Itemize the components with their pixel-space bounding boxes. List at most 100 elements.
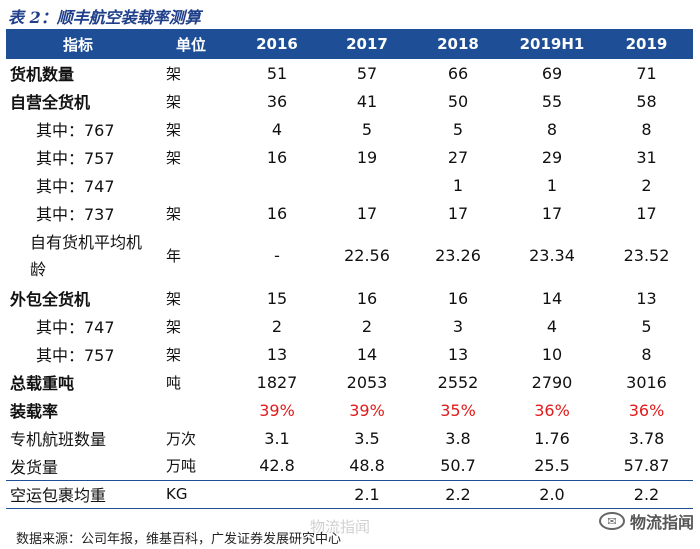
cell-value: 3016 [626, 372, 667, 392]
table-title: 表 2：顺丰航空装载率测算 [8, 8, 201, 27]
table-row: 总载重吨 吨 1827 2053 2552 2790 3016 [6, 368, 693, 396]
row-unit: 年 [166, 247, 182, 265]
table-row: 其中：747 架 2 2 3 4 5 [6, 312, 693, 340]
row-label: 发货量 [10, 457, 59, 477]
header-2019h1: 2019H1 [504, 29, 600, 59]
table-row: 其中：747 1 1 2 [6, 171, 693, 199]
row-label: 空运包裹均重 [6, 479, 150, 509]
row-unit: 架 [166, 148, 182, 167]
cell-value: 2.0 [504, 479, 600, 509]
cell-value: 5 [641, 316, 652, 336]
cell-value: 1 [546, 175, 558, 195]
cell-value: 5 [361, 119, 373, 139]
cell-value: 35% [440, 400, 476, 420]
cell-value: 48.8 [349, 456, 385, 476]
cell-value: 2 [271, 316, 283, 336]
cell-value: 27 [447, 147, 469, 167]
row-label: 其中：737 [36, 205, 115, 224]
cell-value: 39% [259, 400, 295, 420]
table-row: 外包全货机 架 15 16 16 14 13 [6, 284, 693, 312]
cell-value: 42.8 [259, 456, 295, 476]
cell-value: 13 [447, 344, 469, 364]
row-unit: 架 [166, 92, 182, 111]
row-label: 其中：757 [36, 346, 115, 365]
cell-value: 58 [636, 91, 657, 111]
row-label: 自营全货机 [10, 93, 91, 112]
cell-value: 2.2 [600, 479, 693, 509]
header-2016: 2016 [232, 29, 322, 59]
cell-value: 16 [266, 203, 288, 223]
cell-value [322, 171, 412, 199]
cell-value: 50 [447, 91, 469, 111]
brand-badge: ✉ 物流指闻 [598, 510, 694, 532]
row-label: 专机航班数量 [10, 430, 107, 449]
table-row: 装载率 39% 39% 35% 36% 36% [6, 396, 693, 424]
cell-value: 51 [266, 63, 288, 83]
table-row: 其中：757 架 13 14 13 10 8 [6, 340, 693, 368]
row-label: 外包全货机 [10, 290, 91, 309]
cell-value: 17 [636, 203, 657, 223]
cell-value: 2053 [346, 372, 388, 392]
cell-value: 57.87 [623, 456, 670, 476]
cell-value: 31 [636, 147, 657, 167]
cell-value: 23.34 [529, 246, 575, 265]
cell-value: 2552 [437, 372, 479, 392]
cell-value: 17 [447, 203, 469, 223]
header-2018: 2018 [412, 29, 504, 59]
row-unit: 万次 [166, 429, 197, 448]
table-row: 货机数量 架 51 57 66 69 71 [6, 59, 693, 87]
cell-value: 2.2 [412, 479, 504, 509]
cell-value: 2790 [531, 372, 573, 392]
cell-value: 14 [541, 288, 563, 308]
brand-logo-icon: ✉ [598, 512, 625, 530]
cell-value: 55 [541, 91, 563, 111]
watermark: 物流指闻 [310, 518, 371, 536]
row-label: 其中：747 [36, 318, 115, 337]
table-row: 专机航班数量 万次 3.1 3.5 3.8 1.76 3.78 [6, 424, 693, 452]
cell-value: 10 [541, 344, 563, 364]
row-unit: 架 [166, 345, 182, 364]
cell-value: - [274, 246, 280, 265]
row-unit [150, 396, 232, 424]
header-row: 指标 单位 2016 2017 2018 2019H1 2019 [6, 29, 693, 59]
row-label: 货机数量 [10, 65, 75, 84]
row-unit [150, 171, 232, 199]
cell-value: 8 [641, 344, 652, 364]
row-unit: KG [150, 479, 232, 509]
row-unit: 万吨 [166, 457, 197, 476]
cell-value: 19 [356, 147, 378, 167]
brand-name: 物流指闻 [629, 513, 694, 532]
cell-value: 22.56 [344, 246, 390, 265]
cell-value: 3.5 [354, 428, 380, 448]
row-unit: 架 [166, 317, 182, 336]
cell-value: 71 [636, 63, 657, 83]
row-label: 自有货机平均机龄 [30, 232, 143, 279]
cell-value: 3.1 [264, 428, 290, 448]
header-2019: 2019 [600, 29, 693, 59]
cell-value: 69 [541, 63, 563, 83]
cell-value [232, 479, 322, 509]
cell-value: 23.26 [435, 246, 481, 265]
cell-value: 29 [541, 147, 563, 167]
data-table: 指标 单位 2016 2017 2018 2019H1 2019 货机数量 架 … [6, 29, 693, 509]
cell-value: 50.7 [440, 456, 476, 476]
cell-value: 4 [546, 316, 558, 336]
table-row: 自营全货机 架 36 41 50 55 58 [6, 87, 693, 115]
cell-value: 3.78 [628, 428, 665, 448]
table-row: 其中：757 架 16 19 27 29 31 [6, 143, 693, 171]
row-unit: 架 [166, 289, 182, 308]
cell-value: 25.5 [534, 456, 570, 476]
cell-value: 23.52 [623, 246, 670, 265]
row-label: 其中：747 [36, 177, 115, 196]
row-unit: 架 [166, 204, 182, 223]
table-row: 发货量 万吨 42.8 48.8 50.7 25.5 57.87 [6, 452, 693, 480]
cell-value: 16 [356, 288, 378, 308]
row-label: 其中：757 [36, 149, 115, 168]
cell-value: 1 [452, 175, 464, 195]
row-label: 总载重吨 [10, 374, 75, 393]
row-unit: 架 [166, 64, 182, 83]
cell-value: 36 [266, 91, 288, 111]
table-row: 自有货机平均机龄 年 - 22.56 23.26 23.34 23.52 [6, 227, 693, 284]
cell-value: 2 [361, 316, 373, 336]
cell-value: 16 [447, 288, 469, 308]
